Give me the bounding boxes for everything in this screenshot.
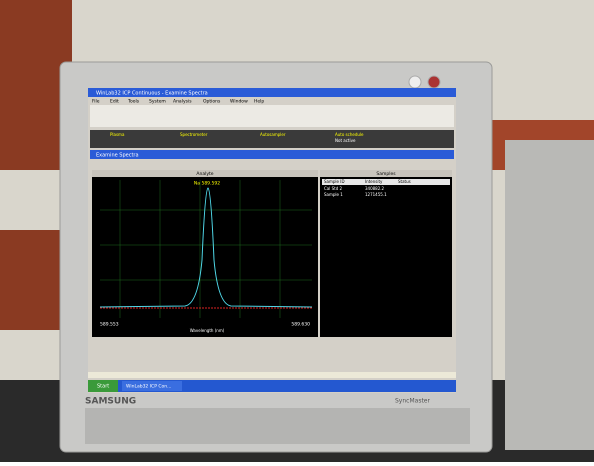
menu-item: Edit <box>110 99 119 105</box>
pc-tower <box>505 140 594 450</box>
cell: Cal Std 2 <box>324 186 343 191</box>
task-text[interactable]: WinLab32 ICP Con... <box>126 384 171 390</box>
logo <box>428 76 440 88</box>
cell: 1271455.1 <box>365 192 387 197</box>
samples-area <box>320 177 452 337</box>
brand: SAMSUNG <box>85 397 136 407</box>
column-header: Sample ID <box>324 179 345 184</box>
x-title: Wavelength (nm) <box>190 328 225 333</box>
status-bar <box>88 372 456 378</box>
menu-item: Tools <box>127 99 140 105</box>
speaker-grille <box>85 408 470 444</box>
status: Plasma <box>110 132 125 137</box>
toolbar <box>90 105 454 127</box>
cell: Sample 1 <box>324 192 343 197</box>
start-text[interactable]: Start <box>97 384 109 390</box>
model: SyncMaster <box>395 398 430 405</box>
samples-header-text: Samples <box>376 171 396 177</box>
child-title: Examine Spectra <box>96 153 139 159</box>
column-header: Intensity <box>365 179 383 184</box>
status: Not active <box>335 138 356 143</box>
x-max: 589.630 <box>291 322 310 328</box>
menu-item: File <box>92 99 100 105</box>
page: SAMSUNG SyncMaster WinLab32 ICP Continuo… <box>0 0 594 462</box>
status: Autosampler <box>260 132 286 137</box>
menu-item: Window <box>230 99 248 105</box>
controls <box>92 340 452 366</box>
peak-label: Na 589.592 <box>194 181 220 187</box>
menu-item: Options <box>203 99 221 105</box>
window-title: WinLab32 ICP Continuous - Examine Spectr… <box>96 91 208 97</box>
tab-row <box>90 160 454 169</box>
photo: SAMSUNG SyncMaster WinLab32 ICP Continuo… <box>0 0 594 462</box>
plot-area <box>92 177 318 337</box>
status: Spectrometer <box>180 132 208 137</box>
x-min: 589.553 <box>100 322 119 328</box>
status: Auto schedule <box>335 132 364 137</box>
menu-item: System <box>149 99 166 105</box>
child-title-bar <box>90 150 454 159</box>
logo <box>409 76 421 88</box>
menu-bar: File Edit Tools System Analysis Options Window… <box>92 99 264 105</box>
menu-item: Help <box>254 99 264 105</box>
column-header: Status <box>398 179 411 184</box>
plot-header-text: Analyte <box>196 171 213 177</box>
wall-panel <box>0 230 65 330</box>
menu-item: Analysis <box>173 99 192 105</box>
cell: 340882.2 <box>365 186 385 191</box>
